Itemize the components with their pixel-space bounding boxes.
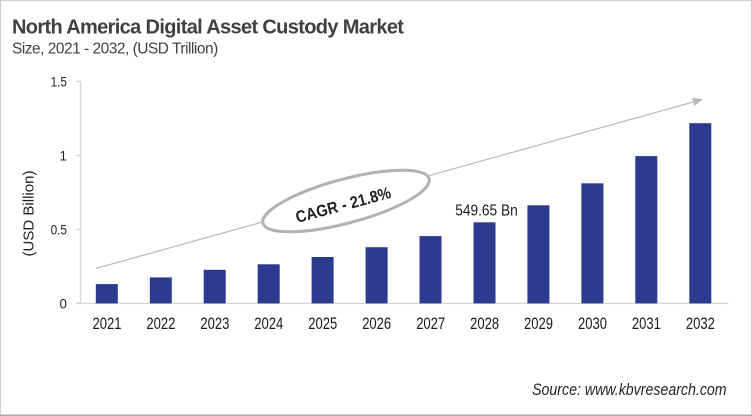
svg-text:2030: 2030 — [578, 315, 607, 333]
svg-text:2022: 2022 — [146, 315, 175, 333]
svg-text:549.65 Bn: 549.65 Bn — [455, 203, 518, 220]
svg-text:2021: 2021 — [93, 315, 122, 333]
svg-text:Size, 2021 - 2032, (USD Trilli: Size, 2021 - 2032, (USD Trillion) — [12, 41, 218, 58]
svg-text:North America Digital Asset Cu: North America Digital Asset Custody Mark… — [12, 17, 404, 39]
svg-text:(USD Billion): (USD Billion) — [21, 171, 38, 257]
svg-text:0.5: 0.5 — [51, 222, 67, 237]
svg-text:1: 1 — [60, 148, 67, 163]
svg-text:2031: 2031 — [632, 315, 661, 333]
svg-text:2026: 2026 — [362, 315, 391, 333]
svg-text:Source: www.kbvresearch.com: Source: www.kbvresearch.com — [532, 381, 727, 399]
svg-text:2028: 2028 — [470, 315, 499, 333]
svg-text:0: 0 — [60, 296, 67, 311]
svg-text:2029: 2029 — [524, 315, 553, 333]
svg-text:2032: 2032 — [686, 315, 715, 333]
svg-text:2023: 2023 — [200, 315, 229, 333]
svg-text:2025: 2025 — [308, 315, 337, 333]
svg-text:2024: 2024 — [254, 315, 283, 333]
svg-text:1.5: 1.5 — [51, 74, 67, 89]
svg-text:2027: 2027 — [416, 315, 445, 333]
